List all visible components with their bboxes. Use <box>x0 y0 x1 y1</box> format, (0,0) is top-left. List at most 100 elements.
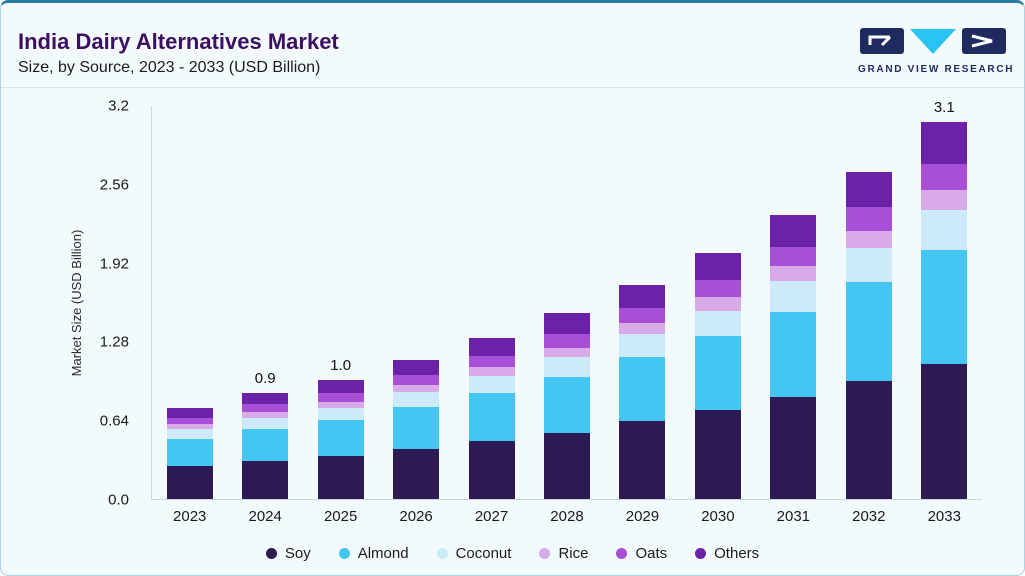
bar-segment-soy <box>845 380 892 499</box>
legend-label: Coconut <box>455 545 512 562</box>
bar-2032: 2032 <box>845 171 892 525</box>
bar-segment-coconut <box>166 428 213 439</box>
oats-swatch-icon <box>616 548 628 559</box>
bar-2023: 2023 <box>166 407 213 525</box>
bar-segment-rice <box>468 367 515 376</box>
bar-segment-others <box>468 337 515 357</box>
bar-2033: 3.1 2033 <box>921 99 968 525</box>
x-tick-label: 2025 <box>323 508 358 525</box>
bar-segment-oats <box>242 404 289 412</box>
legend-label: Almond <box>357 545 409 562</box>
x-tick-label: 2024 <box>248 508 282 525</box>
x-tick-label: 2027 <box>474 508 509 525</box>
bar-segment-oats <box>317 393 364 402</box>
legend-label: Soy <box>284 545 311 562</box>
bar-segment-rice <box>845 230 892 248</box>
y-tick-label: 3.2 <box>108 97 129 115</box>
bar-segment-oats <box>393 374 440 385</box>
legend: Soy Almond Coconut Rice Oats Others <box>1 545 1024 562</box>
legend-item-almond: Almond <box>338 545 409 562</box>
bar-segment-almond <box>619 357 666 422</box>
chart-subtitle: Size, by Source, 2023 - 2033 (USD Billio… <box>18 59 321 76</box>
bar-segment-almond <box>845 282 892 381</box>
bar-segment-almond <box>770 311 817 397</box>
x-tick-label: 2023 <box>173 508 207 525</box>
bar-segment-coconut <box>921 209 968 251</box>
bar-segment-coconut <box>543 357 590 378</box>
bar-segment-almond <box>921 250 968 364</box>
bar-segment-oats <box>770 246 817 267</box>
bar-segment-others <box>242 393 289 405</box>
legend-item-soy: Soy <box>265 545 311 562</box>
bar-segment-oats <box>619 308 666 323</box>
bar-segment-soy <box>317 455 364 499</box>
bar-segment-coconut <box>694 310 741 337</box>
bar-segment-others <box>921 122 968 165</box>
bar-segment-oats <box>543 334 590 348</box>
header: India Dairy Alternatives Market Size, by… <box>1 3 1024 88</box>
bar-segment-rice <box>543 347 590 358</box>
bar-segment-others <box>393 359 440 375</box>
y-tick-label: 1.28 <box>99 333 129 351</box>
bar-segment-almond <box>468 393 515 442</box>
bar-segment-others <box>845 171 892 208</box>
bar-segment-rice <box>317 401 364 408</box>
rice-swatch-icon <box>539 548 551 559</box>
bar-2030: 2030 <box>694 252 741 525</box>
bar-segment-coconut <box>770 281 817 312</box>
x-tick-label: 2026 <box>399 508 433 525</box>
bar-segment-almond <box>694 336 741 411</box>
bar-segment-oats <box>468 356 515 368</box>
bar-segment-rice <box>242 411 289 418</box>
bar-value-label: 1.0 <box>330 356 352 374</box>
bar-2028: 2028 <box>543 313 590 525</box>
bar-segment-soy <box>166 465 213 499</box>
x-tick-label: 2030 <box>701 508 735 525</box>
bar-segment-rice <box>166 423 213 429</box>
bar-segment-others <box>619 284 666 309</box>
almond-swatch-icon <box>338 548 350 559</box>
legend-label: Oats <box>635 545 668 562</box>
bar-segment-rice <box>694 297 741 311</box>
x-tick-label: 2033 <box>927 508 961 525</box>
bar-segment-soy <box>770 396 817 499</box>
bar-2024: 0.9 2024 <box>242 370 289 525</box>
bar-segment-almond <box>543 377 590 433</box>
legend-item-oats: Oats <box>616 545 667 562</box>
bar-segment-rice <box>393 384 440 392</box>
soy-swatch-icon <box>265 548 277 559</box>
bar-segment-coconut <box>845 247 892 283</box>
legend-label: Rice <box>558 545 589 562</box>
bar-segment-others <box>770 214 817 247</box>
x-tick-label: 2029 <box>625 508 660 525</box>
bar-segment-oats <box>166 417 213 424</box>
bar-value-label: 0.9 <box>254 370 276 388</box>
y-tick-label: 1.92 <box>99 255 129 273</box>
others-swatch-icon <box>695 548 707 559</box>
bar-segment-almond <box>166 438 213 466</box>
bar-segment-soy <box>543 432 590 499</box>
bar-segment-soy <box>619 421 666 499</box>
bar-2029: 2029 <box>619 284 666 525</box>
logo-text: GRAND VIEW RESEARCH <box>858 64 1015 75</box>
legend-item-rice: Rice <box>539 545 588 562</box>
legend-item-coconut: Coconut <box>436 545 512 562</box>
logo-icon <box>860 28 1006 54</box>
bar-segment-coconut <box>468 375 515 394</box>
bar-segment-soy <box>242 460 289 499</box>
bar-2031: 2031 <box>770 214 817 525</box>
bar-segment-others <box>694 252 741 280</box>
bar-segment-soy <box>468 441 515 499</box>
coconut-swatch-icon <box>436 548 448 559</box>
bar-2027: 2027 <box>468 337 515 525</box>
bar-segment-others <box>166 407 213 418</box>
page-title: India Dairy Alternatives Market <box>18 29 339 54</box>
bar-segment-almond <box>242 428 289 461</box>
bar-2026: 2026 <box>393 359 440 525</box>
x-tick-label: 2032 <box>852 508 886 525</box>
bar-segment-soy <box>393 448 440 499</box>
bar-segment-coconut <box>393 391 440 407</box>
bar-segment-oats <box>694 279 741 298</box>
y-tick-label: 0.64 <box>99 412 129 430</box>
bar-segment-rice <box>619 322 666 335</box>
